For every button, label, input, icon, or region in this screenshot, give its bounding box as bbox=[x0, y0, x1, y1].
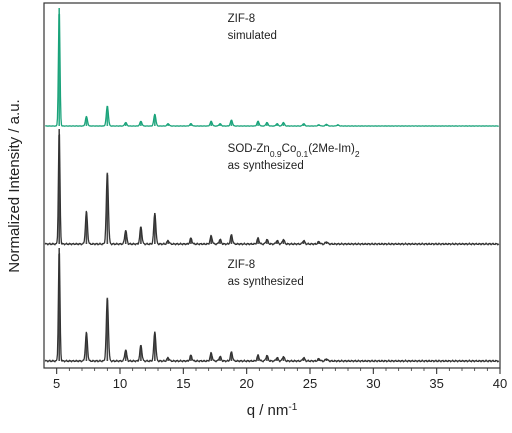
label-subscript: 0.9 bbox=[270, 149, 282, 159]
series-label-line: as synthesized bbox=[228, 160, 304, 172]
label-text: simulated bbox=[228, 30, 277, 42]
series-label-line: ZIF-8 bbox=[228, 259, 255, 271]
series-0 bbox=[44, 8, 499, 127]
x-tick-label: 25 bbox=[303, 376, 317, 391]
series-trace bbox=[44, 252, 500, 363]
series-trace bbox=[44, 13, 499, 127]
label-text: as synthesized bbox=[228, 160, 304, 172]
label-text: as synthesized bbox=[228, 276, 304, 288]
y-axis-title: Normalized Intensity / a.u. bbox=[6, 99, 23, 272]
x-axis-title-main: q / nm bbox=[247, 402, 289, 419]
label-subscript: 2 bbox=[355, 149, 360, 159]
x-tick-label: 15 bbox=[176, 376, 190, 391]
x-tick-label: 10 bbox=[113, 376, 127, 391]
plot-frame bbox=[43, 2, 501, 369]
series-layer bbox=[44, 8, 500, 363]
x-tick-label: 5 bbox=[53, 376, 60, 391]
x-tick-label: 20 bbox=[239, 376, 253, 391]
series-labels: ZIF-8simulatedSOD-Zn0.9Co0.1(2Me-Im)2as … bbox=[228, 13, 360, 288]
series-label-line: SOD-Zn0.9Co0.1(2Me-Im)2 bbox=[228, 143, 360, 159]
label-text: SOD-Zn bbox=[228, 143, 270, 155]
x-tick-label: 40 bbox=[493, 376, 507, 391]
series-label-line: simulated bbox=[228, 30, 277, 42]
label-text: (2Me-Im) bbox=[308, 143, 355, 155]
series-trace bbox=[44, 133, 500, 246]
series-1 bbox=[44, 129, 500, 246]
label-subscript: 0.1 bbox=[296, 149, 308, 159]
label-text: ZIF-8 bbox=[228, 13, 255, 25]
label-text: ZIF-8 bbox=[228, 259, 255, 271]
x-axis-title-sup: -1 bbox=[288, 402, 297, 413]
label-text: Co bbox=[282, 143, 297, 155]
x-tick-label: 30 bbox=[366, 376, 380, 391]
series-label-line: as synthesized bbox=[228, 276, 304, 288]
series-label-line: ZIF-8 bbox=[228, 13, 255, 25]
x-axis-title: q / nm-1 bbox=[247, 402, 298, 420]
x-tick-label: 35 bbox=[429, 376, 443, 391]
x-ticks: 5 10 15 20 25 30 35 40 bbox=[53, 368, 507, 391]
series-2 bbox=[44, 248, 500, 363]
